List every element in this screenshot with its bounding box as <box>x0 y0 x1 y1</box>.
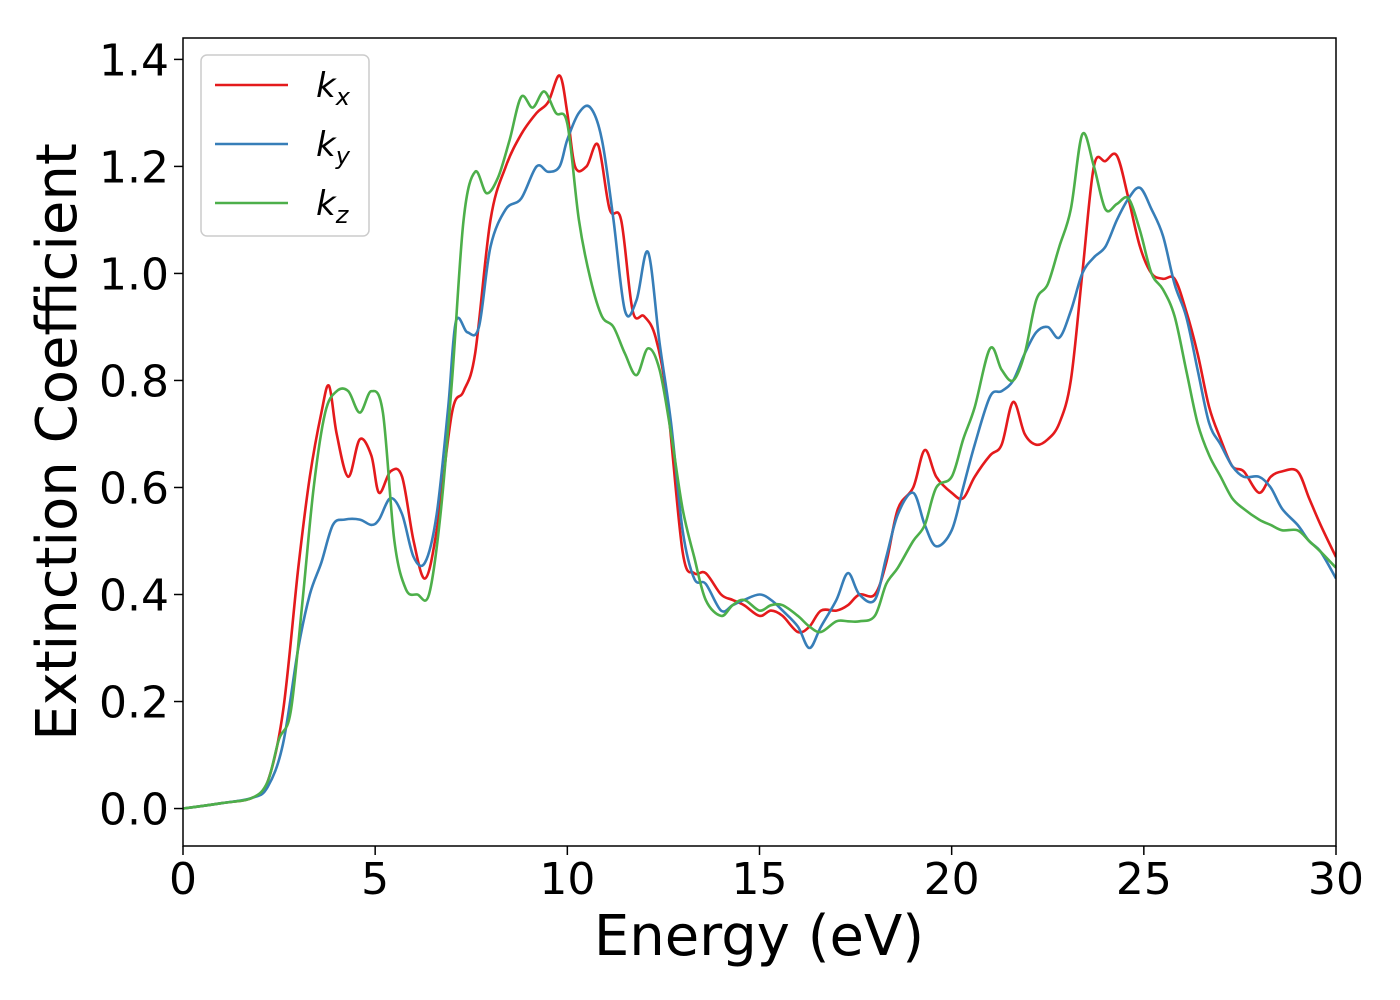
x-tick-label: 20 <box>924 854 980 905</box>
y-tick-label: 1.2 <box>99 142 169 193</box>
y-tick-label: 0.0 <box>99 785 169 836</box>
y-tick-label: 1.4 <box>99 35 169 86</box>
x-axis-label: Energy (eV) <box>594 904 924 969</box>
series-layer <box>183 74 1336 810</box>
legend-label-kz: kz <box>316 184 350 229</box>
y-axis: 0.0 0.2 0.4 0.6 0.8 1.0 1.2 1.4 <box>99 35 183 836</box>
x-tick-label: 0 <box>169 854 197 905</box>
legend-label-ky: ky <box>316 125 351 170</box>
x-tick-label: 10 <box>539 854 595 905</box>
series-line-kz <box>183 90 1336 810</box>
x-tick-label: 25 <box>1116 854 1172 905</box>
legend-box <box>200 54 370 237</box>
x-tick-label: 30 <box>1308 854 1364 905</box>
y-tick-label: 0.4 <box>99 571 169 622</box>
legend-label-kx: kx <box>316 66 351 111</box>
y-tick-label: 1.0 <box>99 249 169 300</box>
x-tick-label: 15 <box>732 854 788 905</box>
y-tick-label: 0.2 <box>99 678 169 729</box>
x-tick-label: 5 <box>361 854 389 905</box>
y-tick-label: 0.8 <box>99 356 169 407</box>
x-axis: 0 5 10 15 20 25 30 <box>169 846 1364 905</box>
y-tick-label: 0.6 <box>99 463 169 514</box>
legend: kx ky kz <box>200 54 370 237</box>
series-line-kx <box>183 74 1336 810</box>
series-line-ky <box>183 104 1336 810</box>
y-axis-label: Extinction Coefficient <box>25 143 90 741</box>
